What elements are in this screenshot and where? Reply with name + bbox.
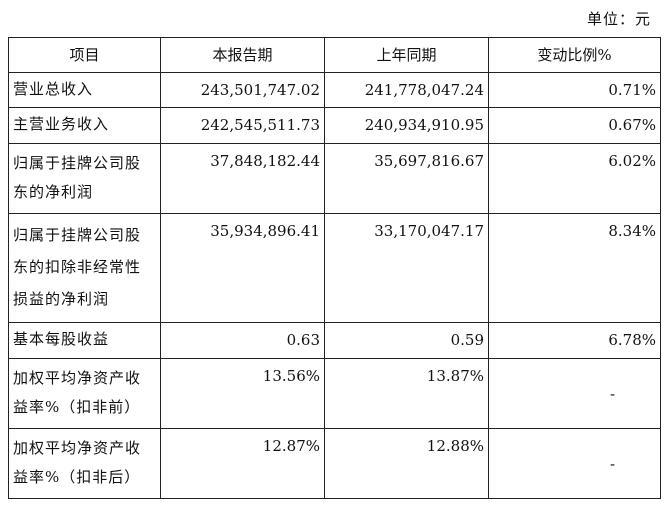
row-change: 8.34% — [488, 213, 661, 323]
header-current-period: 本报告期 — [160, 37, 325, 73]
row-current: 12.87% — [160, 428, 325, 499]
row-current: 0.63 — [160, 322, 325, 359]
row-current: 242,545,511.73 — [160, 107, 325, 144]
table-row: 加权平均净资产收益率%（扣非后） 12.87% 12.88% - — [8, 428, 661, 499]
header-previous-period: 上年同期 — [324, 37, 489, 73]
row-change: 6.78% — [488, 322, 661, 359]
row-previous: 0.59 — [324, 322, 489, 359]
row-label: 归属于挂牌公司股东的净利润 — [8, 143, 161, 214]
row-previous: 35,697,816.67 — [324, 143, 489, 214]
row-label: 加权平均净资产收益率%（扣非前） — [8, 358, 161, 429]
table-row: 基本每股收益 0.63 0.59 6.78% — [8, 322, 661, 359]
header-change-ratio: 变动比例% — [488, 37, 661, 73]
header-item: 项目 — [8, 37, 161, 73]
row-current: 35,934,896.41 — [160, 213, 325, 323]
row-change: - — [488, 358, 661, 429]
financial-summary-table: 项目 本报告期 上年同期 变动比例% 营业总收入 243,501,747.02 … — [8, 37, 661, 499]
row-previous: 12.88% — [324, 428, 489, 499]
row-change: 6.02% — [488, 143, 661, 214]
table-row: 营业总收入 243,501,747.02 241,778,047.24 0.71… — [8, 72, 661, 108]
row-previous: 241,778,047.24 — [324, 72, 489, 108]
row-current: 13.56% — [160, 358, 325, 429]
row-previous: 240,934,910.95 — [324, 107, 489, 144]
table-row: 加权平均净资产收益率%（扣非前） 13.56% 13.87% - — [8, 358, 661, 429]
row-previous: 13.87% — [324, 358, 489, 429]
row-previous: 33,170,047.17 — [324, 213, 489, 323]
row-label: 归属于挂牌公司股东的扣除非经常性损益的净利润 — [8, 213, 161, 323]
row-change: - — [488, 428, 661, 499]
row-label: 基本每股收益 — [8, 322, 161, 359]
unit-label: 单位：元 — [586, 10, 651, 28]
table-row: 主营业务收入 242,545,511.73 240,934,910.95 0.6… — [8, 107, 661, 144]
table-header-row: 项目 本报告期 上年同期 变动比例% — [8, 37, 661, 73]
row-label: 加权平均净资产收益率%（扣非后） — [8, 428, 161, 499]
table-row: 归属于挂牌公司股东的净利润 37,848,182.44 35,697,816.6… — [8, 143, 661, 214]
row-current: 243,501,747.02 — [160, 72, 325, 108]
row-label: 主营业务收入 — [8, 107, 161, 144]
row-current: 37,848,182.44 — [160, 143, 325, 214]
row-change: 0.71% — [488, 72, 661, 108]
table-row: 归属于挂牌公司股东的扣除非经常性损益的净利润 35,934,896.41 33,… — [8, 213, 661, 323]
row-label: 营业总收入 — [8, 72, 161, 108]
row-change: 0.67% — [488, 107, 661, 144]
